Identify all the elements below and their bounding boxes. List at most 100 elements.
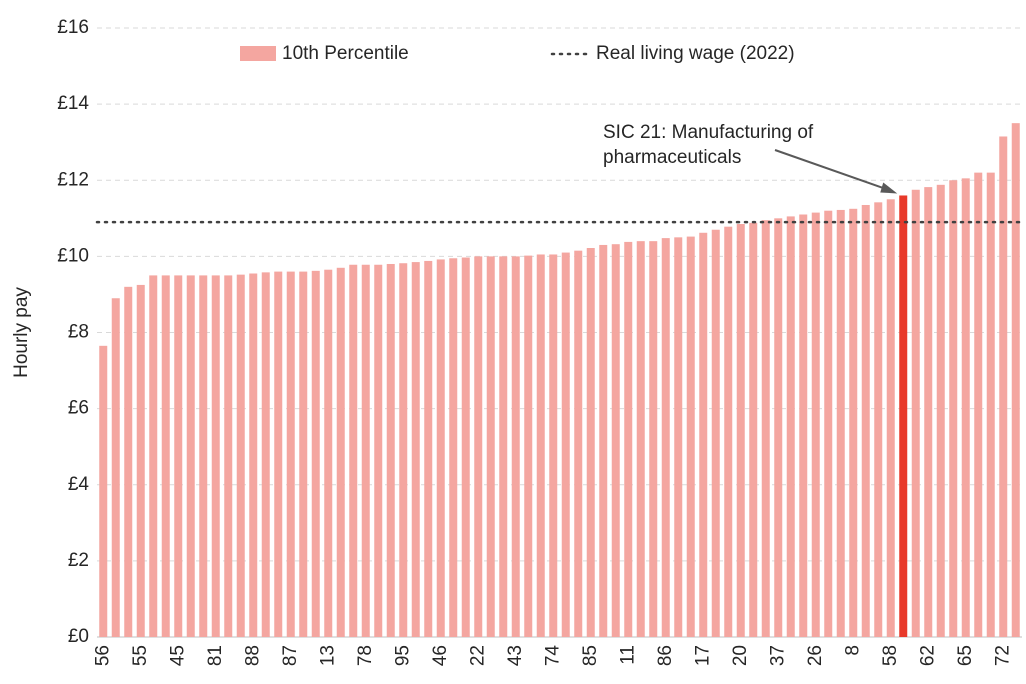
bar (649, 241, 658, 637)
bar (399, 263, 408, 637)
y-tick-label: £0 (68, 626, 89, 647)
bar (611, 244, 620, 637)
bar (199, 275, 208, 637)
x-tick-label: 11 (617, 645, 638, 665)
annotation-arrowhead (880, 182, 898, 194)
y-tick-label: £2 (68, 550, 89, 571)
bar (486, 256, 495, 637)
x-tick-label: 46 (430, 645, 451, 666)
bar (836, 209, 845, 637)
bar (886, 199, 895, 637)
bar (599, 244, 608, 638)
bar (961, 178, 970, 638)
x-tick-label: 8 (842, 645, 863, 656)
bar (99, 345, 108, 637)
bar (249, 273, 258, 637)
x-tick-label: 37 (767, 645, 788, 666)
bar (586, 248, 595, 637)
bar (786, 216, 795, 638)
x-tick-label: 72 (992, 645, 1013, 666)
x-tick-label: 65 (955, 645, 976, 666)
x-tick-label: 81 (205, 645, 226, 666)
bar (161, 275, 170, 637)
bar (849, 208, 858, 637)
x-tick-label: 13 (317, 645, 338, 666)
x-tick-label: 58 (880, 645, 901, 666)
bar (536, 254, 545, 638)
bar (474, 256, 483, 637)
bar (336, 267, 345, 637)
bar (274, 271, 283, 637)
bar (624, 241, 633, 637)
bar (924, 187, 933, 637)
annotation-text: pharmaceuticals (603, 147, 741, 168)
bar (811, 212, 820, 637)
bar (511, 256, 520, 637)
y-tick-label: £6 (68, 398, 89, 419)
annotation-text: SIC 21: Manufacturing of (603, 122, 814, 143)
bar (936, 184, 945, 637)
x-tick-label: 55 (130, 645, 151, 666)
bar (686, 236, 695, 637)
bar (261, 272, 270, 637)
x-tick-label: 17 (692, 645, 713, 666)
bar (561, 252, 570, 637)
y-axis-label: Hourly pay (11, 287, 32, 378)
bar (711, 229, 720, 637)
bar (799, 214, 808, 637)
x-tick-label: 86 (655, 645, 676, 666)
bar (999, 136, 1008, 637)
y-tick-label: £4 (68, 474, 90, 495)
bar (424, 260, 433, 637)
bar (361, 264, 370, 637)
bar (174, 275, 183, 637)
y-tick-label: £16 (57, 17, 89, 38)
bar (186, 275, 195, 637)
x-tick-label: 85 (580, 645, 601, 666)
bar (386, 263, 395, 637)
bar (824, 210, 833, 637)
bar (449, 258, 458, 637)
bar (636, 241, 645, 637)
bar (661, 238, 670, 638)
bar (899, 195, 908, 637)
bar (236, 274, 245, 637)
bar (674, 237, 683, 637)
bar (974, 172, 983, 637)
bar (349, 264, 358, 637)
x-tick-label: 22 (467, 645, 488, 666)
bar (461, 257, 470, 637)
bar (436, 259, 445, 637)
bar (986, 172, 995, 637)
bar (724, 226, 733, 637)
x-tick-label: 95 (392, 645, 413, 666)
x-tick-label: 88 (242, 645, 263, 666)
bar (124, 286, 133, 637)
bar (736, 224, 745, 637)
x-tick-label: 74 (542, 645, 563, 667)
bar (299, 271, 308, 637)
annotation-arrow (774, 149, 888, 191)
bar (761, 220, 770, 637)
y-tick-label: £14 (57, 93, 89, 114)
x-tick-label: 78 (355, 645, 376, 666)
bar (311, 270, 320, 637)
legend-label: Real living wage (2022) (596, 43, 795, 64)
x-tick-label: 26 (805, 645, 826, 666)
bar (774, 218, 783, 637)
x-tick-label: 43 (505, 645, 526, 666)
x-tick-label: 62 (917, 645, 938, 666)
y-tick-label: £10 (57, 245, 89, 266)
x-tick-label: 87 (280, 645, 301, 666)
bar (699, 232, 708, 637)
x-tick-label: 45 (167, 645, 188, 666)
bar (224, 275, 233, 637)
legend-label: 10th Percentile (282, 43, 409, 64)
bar (499, 256, 508, 637)
x-tick-label: 20 (730, 645, 751, 666)
bar (149, 275, 158, 637)
bar (874, 202, 883, 638)
y-tick-label: £12 (57, 169, 89, 190)
bar (324, 269, 333, 637)
